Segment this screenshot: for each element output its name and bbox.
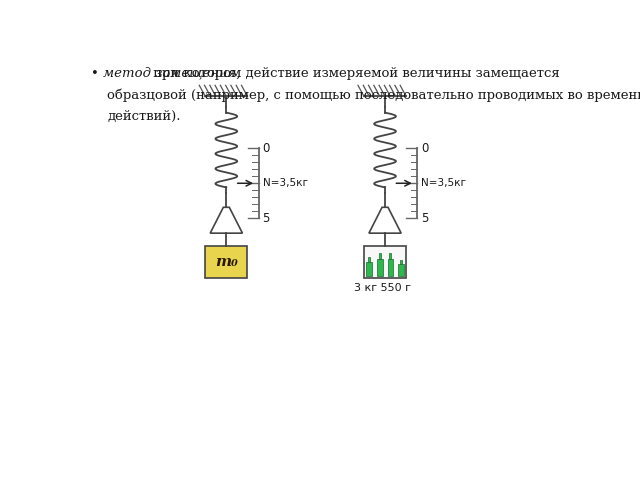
Bar <box>368 257 371 262</box>
Bar <box>367 262 372 276</box>
Text: 0: 0 <box>262 142 270 155</box>
Bar <box>364 246 406 277</box>
Text: 5: 5 <box>262 212 270 225</box>
Text: образцовой (например, с помощью последовательно проводимых во времени: образцовой (например, с помощью последов… <box>108 88 640 102</box>
Bar <box>398 264 404 276</box>
Bar <box>388 259 393 276</box>
Bar <box>379 252 381 259</box>
Text: N=3,5кг: N=3,5кг <box>262 178 308 188</box>
Text: • метод замещения,: • метод замещения, <box>91 67 241 80</box>
Text: 0: 0 <box>421 142 429 155</box>
Text: при котором действие измеряемой величины замещается: при котором действие измеряемой величины… <box>150 67 560 80</box>
Bar <box>377 259 383 276</box>
Text: m₀: m₀ <box>215 255 237 269</box>
Text: 3 кг 550 г: 3 кг 550 г <box>354 283 411 293</box>
Bar <box>205 246 248 277</box>
Text: 5: 5 <box>421 212 429 225</box>
Bar <box>389 252 391 259</box>
Bar <box>400 260 402 264</box>
Text: N=3,5кг: N=3,5кг <box>421 178 467 188</box>
Text: действий).: действий). <box>108 110 180 123</box>
